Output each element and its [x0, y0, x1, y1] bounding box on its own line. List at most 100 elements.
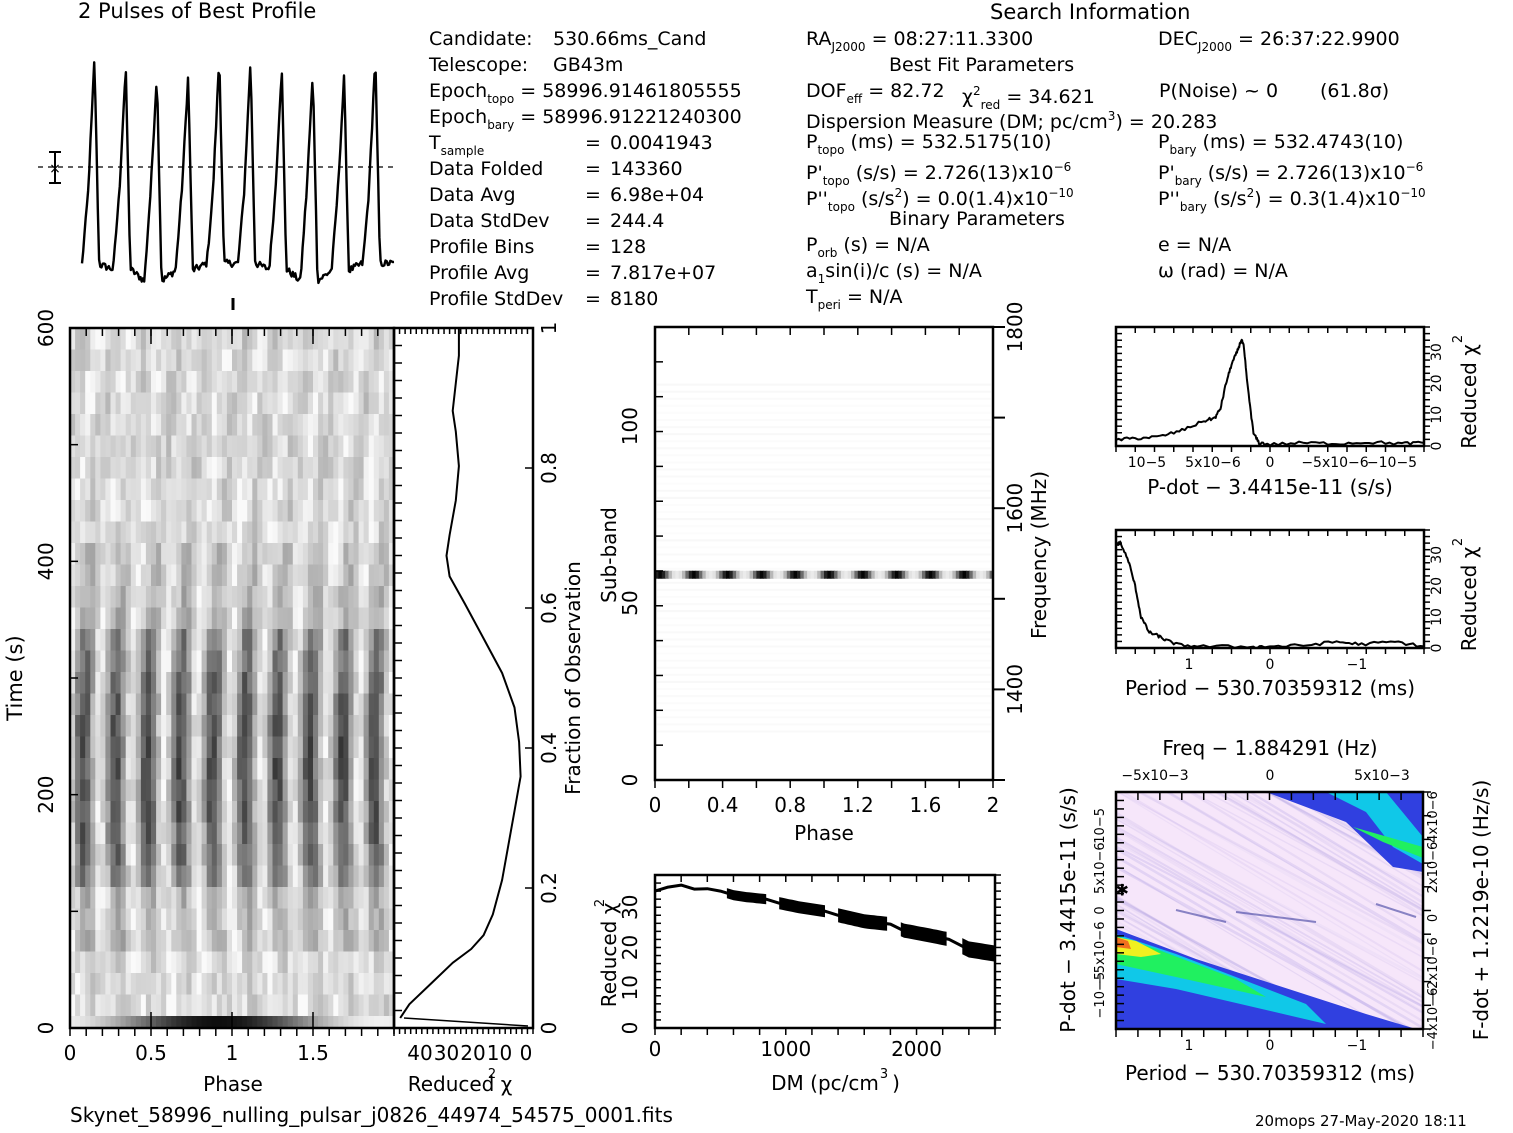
heatmap-cell [211, 736, 218, 759]
heatmap-cell [181, 650, 188, 673]
heatmap-cell [343, 650, 350, 673]
heatmap-cell [211, 392, 218, 415]
heatmap-cell [257, 779, 263, 802]
summed-profile-cell [333, 1016, 339, 1028]
heatmap-cell [120, 822, 127, 845]
heatmap-cell [176, 887, 182, 910]
heatmap-cell [196, 758, 203, 781]
heatmap-cell [257, 328, 263, 351]
heatmap-cell [267, 994, 274, 1017]
heatmap-cell [90, 414, 96, 437]
heatmap-cell [272, 672, 279, 695]
ppdot-streak [1136, 792, 1423, 945]
pddot-bary-v2: ) = 0.3(1.4)x10 [1254, 188, 1401, 210]
heatmap-cell [282, 629, 289, 652]
heatmap-cell [343, 715, 350, 738]
heatmap-cell [85, 822, 91, 845]
heatmap-cell [221, 414, 228, 437]
heatmap-cell [196, 844, 203, 867]
heatmap-cell [373, 672, 380, 695]
heatmap-cell [140, 650, 147, 673]
info-row-sub: sample [440, 144, 485, 158]
heatmap-cell [90, 349, 96, 372]
heatmap-cell [363, 607, 370, 630]
heatmap-cell [171, 435, 177, 458]
heatmap-cell [115, 371, 122, 394]
heatmap-cell [95, 650, 101, 673]
heatmap-cell [297, 951, 304, 974]
summed-profile-cell [358, 1016, 365, 1028]
heatmap-cell [80, 650, 86, 673]
heatmap-cell [307, 564, 314, 587]
heatmap-cell [110, 736, 117, 759]
subband-cell [827, 570, 832, 579]
heatmap-cell [85, 779, 91, 802]
heatmap-cell [358, 500, 365, 523]
heatmap-cell [211, 693, 218, 716]
heatmap-cell [216, 865, 223, 888]
heatmap-cell [262, 392, 269, 415]
heatmap-cell [338, 650, 344, 673]
heatmap-cell [85, 758, 91, 781]
heatmap-cell [388, 779, 394, 802]
heatmap-cell [100, 693, 107, 716]
subband-cell [685, 570, 690, 579]
heatmap-cell [287, 994, 294, 1017]
heatmap-cell [282, 543, 289, 566]
noise-band [657, 687, 991, 690]
heatmap-cell [196, 414, 203, 437]
heatmap-cell [368, 758, 375, 781]
heatmap-cell [216, 414, 223, 437]
noise-band [657, 440, 991, 443]
tick-label: 0 [1266, 455, 1275, 471]
heatmap-cell [90, 371, 96, 394]
tick-label: 1400 [1003, 664, 1027, 715]
tick-label: −5x10−6 [1301, 455, 1368, 471]
heatmap-cell [221, 328, 228, 351]
heatmap-cell [232, 994, 238, 1017]
heatmap-cell [292, 951, 299, 974]
heatmap-cell [161, 865, 167, 888]
heatmap-cell [232, 930, 238, 953]
heatmap-cell [313, 844, 319, 867]
heatmap-cell [282, 371, 289, 394]
heatmap-cell [201, 736, 208, 759]
ppdot-streak [1116, 792, 1423, 959]
tick-label: 20 [460, 1041, 485, 1065]
heatmap-cell [226, 349, 233, 372]
heatmap-cell [115, 349, 122, 372]
heatmap-cell [388, 521, 394, 544]
heatmap-cell [135, 844, 142, 867]
heatmap-cell [277, 521, 284, 544]
ppdot-streak [1116, 825, 1423, 1003]
heatmap-cell [181, 521, 188, 544]
heatmap-cell [348, 564, 355, 587]
heatmap-cell [338, 521, 344, 544]
summed-profile-cell [80, 1016, 86, 1028]
heatmap-cell [75, 328, 81, 351]
heatmap-cell [216, 801, 223, 824]
heatmap-cell [307, 629, 314, 652]
info-row-value: 8180 [610, 288, 659, 310]
summed-profile-cell [323, 1016, 329, 1028]
heatmap-cell [201, 801, 208, 824]
heatmap-cell [201, 543, 208, 566]
subband-cell [715, 570, 720, 579]
heatmap-cell [292, 543, 299, 566]
heatmap-cell [196, 865, 203, 888]
heatmap-cell [196, 736, 203, 759]
heatmap-cell [156, 693, 162, 716]
heatmap-cell [262, 629, 269, 652]
pdot-bary-value: (s/s) = 2.726(13)x10 [1207, 162, 1406, 184]
heatmap-cell [237, 392, 243, 415]
heatmap-cell [85, 930, 91, 953]
heatmap-cell [70, 650, 76, 673]
heatmap-cell [181, 865, 188, 888]
epoch-bary-sub: bary [487, 118, 515, 132]
heatmap-cell [328, 371, 334, 394]
heatmap-cell [287, 865, 294, 888]
heatmap-cell [242, 758, 248, 781]
heatmap-cell [221, 736, 228, 759]
heatmap-cell [307, 586, 314, 609]
heatmap-cell [105, 973, 112, 996]
